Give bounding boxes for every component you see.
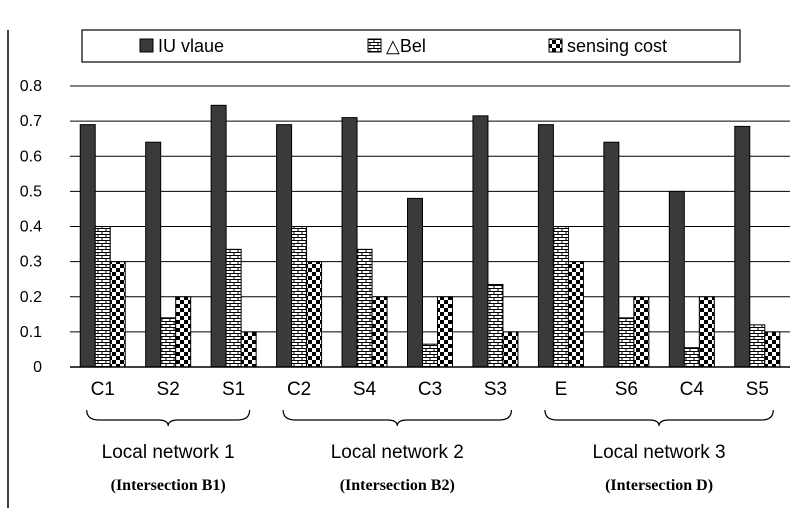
bar-C1-series-2	[109, 261, 126, 368]
bar-S5-series-0	[734, 125, 751, 368]
y-tick-label: 0.5	[20, 183, 42, 200]
group-labels: Local network 1 (Intersection B1) Local ne…	[86, 409, 774, 494]
bar-S4-series-0	[341, 117, 358, 368]
bar-S6-series-2	[633, 296, 650, 368]
legend-swatch-0	[139, 38, 154, 53]
bar-C4-series-2	[698, 296, 715, 368]
y-tick-label: 0.3	[20, 254, 42, 271]
bar-C2-series-2	[306, 261, 323, 368]
category-label: S3	[484, 379, 507, 400]
bar-E-series-1	[552, 226, 569, 368]
group-brace	[282, 409, 513, 427]
legend-label-0: IU vlaue	[158, 36, 224, 56]
bar-S1-series-1	[225, 248, 242, 368]
bar-C1-series-0	[79, 124, 96, 368]
bar-S4-series-1	[356, 248, 373, 368]
y-tick-label: 0.7	[20, 113, 42, 130]
category-label: S2	[157, 379, 180, 400]
bar-S3-series-0	[472, 115, 489, 368]
bar-S5-series-1	[749, 324, 766, 368]
bar-E-series-0	[537, 124, 554, 368]
bar-C1-series-1	[94, 226, 111, 368]
legend-swatch-2	[548, 38, 563, 53]
bar-E-series-2	[567, 261, 584, 368]
y-tick-label: 0	[33, 359, 42, 376]
category-label: E	[555, 379, 568, 400]
x-axis: C1 S2 S1 C2 S4 C3 S3 E S6 C4 S5	[70, 366, 790, 400]
bar-C4-series-0	[668, 190, 685, 368]
bar-S2-series-1	[160, 317, 177, 368]
group-label: Local network 1	[102, 442, 235, 463]
bar-S1-series-2	[240, 331, 257, 368]
category-label: C3	[418, 379, 442, 400]
y-tick-label: 0.1	[20, 324, 42, 341]
y-tick-label: 0.2	[20, 289, 42, 306]
group-label: Local network 2	[331, 442, 464, 463]
legend-label-1: △Bel	[386, 36, 426, 56]
y-tick-label: 0.8	[20, 78, 42, 95]
bar-S6-series-0	[603, 141, 620, 368]
bar-C3-series-2	[437, 296, 453, 368]
bar-S3-series-1	[487, 283, 504, 368]
group-brace	[544, 409, 774, 427]
category-label: S6	[615, 379, 638, 400]
bar-S2-series-0	[145, 141, 162, 368]
category-label: S4	[353, 379, 377, 400]
legend-box	[81, 29, 741, 63]
legend: IU vlaue △Bel sensing cost	[81, 29, 741, 63]
bar-C2-series-0	[276, 124, 293, 368]
y-axis-ticks: 0 0.1 0.2 0.3 0.4 0.5 0.6 0.7 0.8	[20, 78, 42, 376]
group-sublabel: (Intersection B2)	[340, 477, 455, 494]
legend-label-2: sensing cost	[567, 36, 667, 56]
y-tick-label: 0.4	[20, 219, 42, 236]
category-label: S5	[746, 379, 769, 400]
group-sublabel: (Intersection B1)	[111, 477, 226, 494]
group-brace	[86, 409, 251, 427]
bar-C4-series-1	[683, 347, 700, 368]
legend-swatch-1	[367, 38, 382, 53]
bar-S5-series-2	[764, 331, 781, 368]
bar-C3-series-0	[407, 197, 423, 368]
bar-S6-series-1	[618, 317, 635, 368]
bar-S2-series-2	[175, 296, 192, 368]
category-label: C2	[287, 379, 311, 400]
category-label: C1	[91, 379, 115, 400]
category-label: C4	[680, 379, 705, 400]
y-tick-label: 0.6	[20, 148, 42, 165]
bars	[79, 104, 781, 368]
bar-S3-series-2	[502, 331, 519, 368]
category-label: S1	[222, 379, 245, 400]
bar-S4-series-2	[371, 296, 388, 368]
bar-C2-series-1	[291, 226, 308, 368]
bar-C3-series-1	[422, 343, 438, 368]
group-label: Local network 3	[593, 442, 726, 463]
group-sublabel: (Intersection D)	[605, 477, 713, 494]
bar-S1-series-0	[210, 104, 227, 368]
